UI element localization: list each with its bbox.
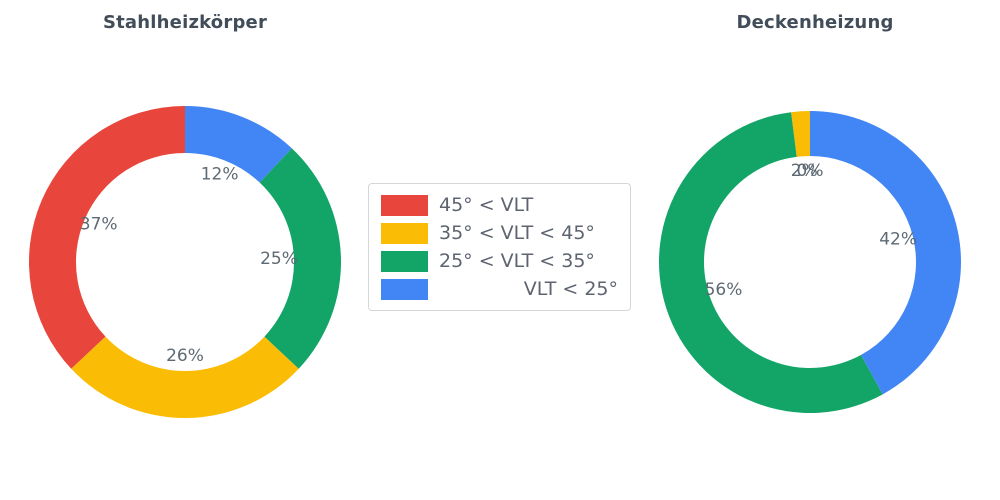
slice-percentage-label: 25%	[260, 249, 298, 269]
right-chart-title: Deckenheizung	[736, 12, 894, 33]
donut-slice	[185, 106, 292, 183]
legend: 45° < VLT 35° < VLT < 45° 25° < VLT < 35…	[368, 183, 631, 311]
slice-percentage-label: 12%	[201, 165, 239, 185]
legend-label: VLT < 25°	[523, 278, 618, 300]
donut-slice	[658, 112, 883, 413]
slice-percentage-label: 37%	[80, 215, 118, 235]
legend-swatch-green	[381, 250, 428, 272]
slice-percentage-label: 2%	[791, 161, 818, 181]
slice-percentage-label: 26%	[166, 346, 204, 366]
legend-swatch-blue	[381, 278, 428, 300]
legend-label: 35° < VLT < 45°	[439, 222, 595, 244]
slice-percentage-label: 56%	[705, 280, 743, 300]
donut-slice	[259, 148, 342, 369]
donut-slice	[791, 111, 810, 157]
donut-slice	[810, 111, 961, 395]
legend-label: 45° < VLT	[439, 194, 534, 216]
left-chart-title: Stahlheizkörper	[102, 12, 268, 33]
legend-swatch-red	[381, 194, 428, 216]
legend-swatch-yellow	[381, 222, 428, 244]
donut-slice	[71, 336, 299, 419]
legend-item: 45° < VLT	[381, 193, 618, 217]
legend-item: 25° < VLT < 35°	[381, 249, 618, 273]
slice-percentage-label: 0%	[797, 161, 824, 181]
legend-item: 35° < VLT < 45°	[381, 221, 618, 245]
donut-slice	[28, 106, 186, 369]
legend-label: 25° < VLT < 35°	[439, 250, 595, 272]
slice-percentage-label: 42%	[879, 229, 917, 249]
legend-item: VLT < 25°	[381, 277, 618, 301]
